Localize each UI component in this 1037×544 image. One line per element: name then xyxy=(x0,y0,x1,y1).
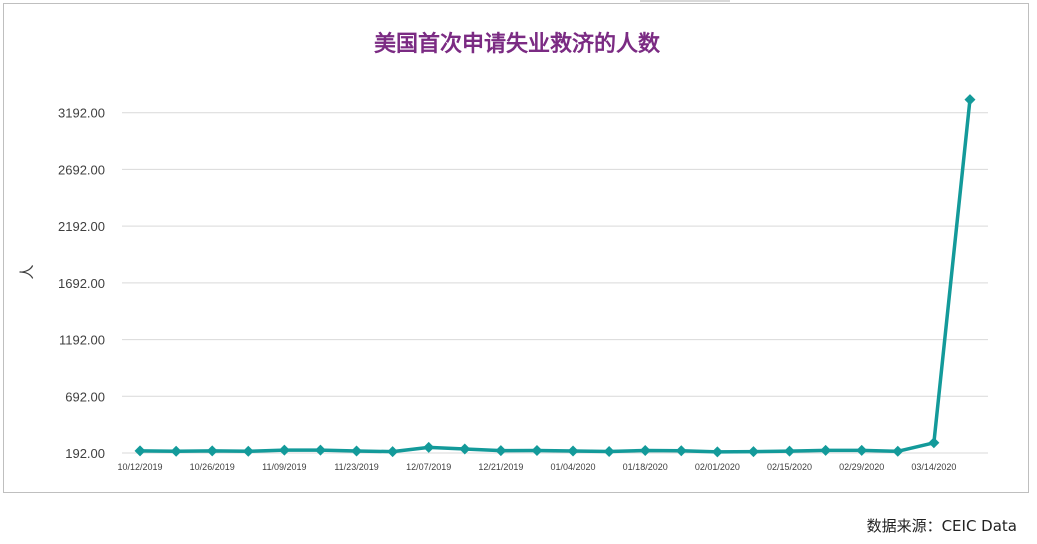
y-tick-label: 2692.00 xyxy=(58,162,105,177)
data-point xyxy=(134,445,146,457)
y-tick-label: 192.00 xyxy=(65,446,105,461)
data-point xyxy=(784,445,796,457)
chart-title: 美国首次申请失业救济的人数 xyxy=(373,32,660,57)
data-point xyxy=(531,445,543,457)
series-line xyxy=(140,99,972,454)
x-tick-label: 01/04/2020 xyxy=(551,462,596,472)
data-point xyxy=(387,446,399,458)
data-point xyxy=(170,445,182,457)
data-point xyxy=(856,444,868,456)
x-tick-label: 02/01/2020 xyxy=(695,462,740,472)
y-tick-label: 3192.00 xyxy=(58,106,105,121)
data-point xyxy=(964,94,976,106)
data-point xyxy=(242,445,254,457)
x-tick-label: 02/15/2020 xyxy=(767,462,812,472)
data-point xyxy=(495,445,507,457)
data-point xyxy=(423,441,435,453)
x-tick-label: 03/14/2020 xyxy=(911,462,956,472)
x-tick-label: 01/18/2020 xyxy=(623,462,668,472)
x-tick-label: 11/23/2019 xyxy=(334,462,378,472)
y-tick-label: 692.00 xyxy=(65,389,105,404)
x-tick-label: 10/12/2019 xyxy=(118,462,163,472)
x-tick-label: 12/21/2019 xyxy=(478,462,523,472)
x-tick-label: 12/07/2019 xyxy=(406,462,451,472)
y-tick-label: 2192.00 xyxy=(58,219,105,234)
y-axis-label: 人 xyxy=(18,264,36,279)
data-point xyxy=(747,446,759,458)
data-point xyxy=(314,444,326,456)
data-point xyxy=(459,443,471,455)
data-point xyxy=(603,446,615,458)
data-point xyxy=(711,446,723,458)
source-note: 数据来源：CEIC Data xyxy=(866,517,1017,535)
data-point xyxy=(928,437,940,449)
data-point xyxy=(278,444,290,456)
data-point xyxy=(892,445,904,457)
data-point xyxy=(206,445,218,457)
x-tick-label: 11/09/2019 xyxy=(262,462,306,472)
x-tick-label: 02/29/2020 xyxy=(839,462,884,472)
data-point xyxy=(639,445,651,457)
x-tick-label: 10/26/2019 xyxy=(190,462,235,472)
top-tab-indicator xyxy=(640,0,730,2)
data-point xyxy=(675,445,687,457)
y-tick-label: 1192.00 xyxy=(59,333,105,348)
y-tick-label: 1692.00 xyxy=(58,276,105,291)
data-point xyxy=(351,445,363,457)
data-point xyxy=(820,444,832,456)
data-point xyxy=(567,445,579,457)
chart-frame: 美国首次申请失业救济的人数 xyxy=(3,3,1029,493)
